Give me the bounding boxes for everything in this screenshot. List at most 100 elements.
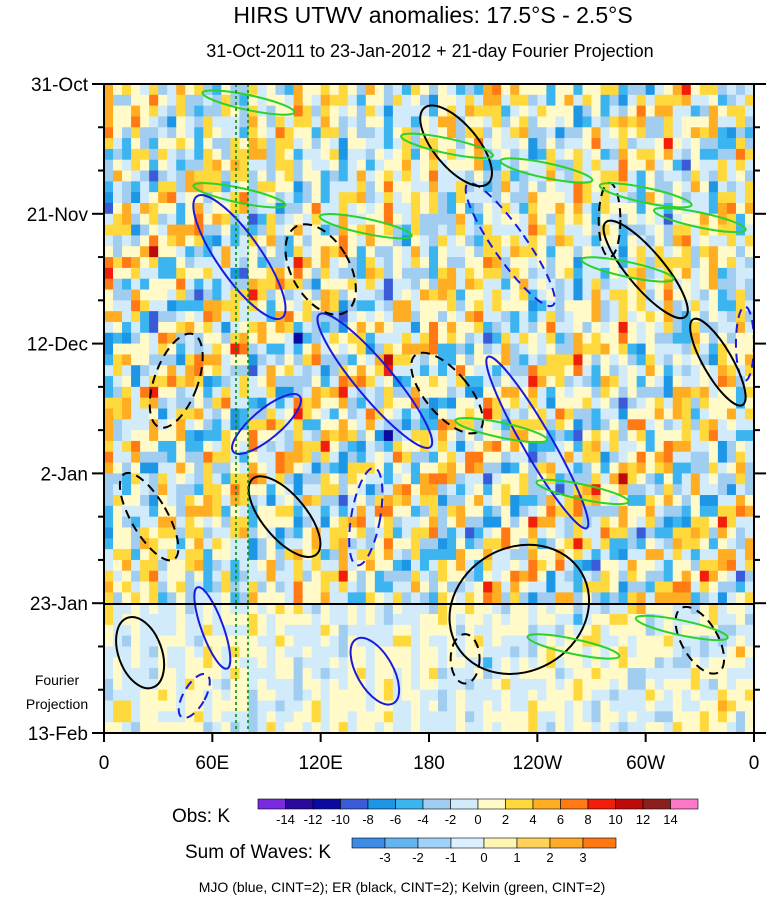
anomaly-cell: [654, 473, 665, 485]
anomaly-cell: [726, 127, 737, 139]
anomaly-cell: [717, 549, 728, 561]
anomaly-cell: [483, 678, 493, 691]
anomaly-cell: [401, 419, 412, 431]
anomaly-cell: [248, 213, 259, 226]
anomaly-cell: [158, 246, 168, 258]
anomaly-cell: [645, 505, 656, 518]
anomaly-cell: [194, 689, 204, 702]
anomaly-cell: [636, 559, 647, 572]
anomaly-cell: [221, 354, 231, 366]
anomaly-cell: [392, 321, 403, 334]
anomaly-cell: [122, 700, 132, 712]
anomaly-cell: [636, 116, 647, 128]
anomaly-cell: [374, 105, 385, 118]
anomaly-cell: [447, 376, 457, 388]
colorbar-swatch: [477, 798, 506, 810]
anomaly-cell: [356, 354, 367, 366]
anomaly-cell: [618, 257, 629, 269]
anomaly-cell: [600, 289, 611, 301]
anomaly-cell: [663, 722, 674, 733]
anomaly-cell: [293, 332, 304, 345]
anomaly-cell: [221, 559, 231, 572]
anomaly-cell: [338, 354, 349, 366]
anomaly-cell: [338, 505, 349, 518]
anomaly-cell: [717, 495, 728, 507]
anomaly-cell: [320, 408, 331, 420]
anomaly-cell: [699, 527, 710, 539]
anomaly-cell: [429, 538, 439, 550]
anomaly-cell: [275, 711, 286, 723]
anomaly-cell: [293, 278, 304, 291]
anomaly-cell: [609, 451, 620, 464]
anomaly-cell: [275, 170, 286, 182]
anomaly-cell: [627, 678, 638, 691]
anomaly-cell: [492, 257, 502, 269]
anomaly-cell: [185, 159, 195, 172]
anomaly-cell: [284, 365, 295, 377]
anomaly-cell: [320, 689, 331, 702]
anomaly-cell: [645, 668, 656, 680]
anomaly-cell: [212, 408, 222, 420]
anomaly-cell: [356, 170, 367, 182]
anomaly-cell: [410, 94, 421, 107]
colorbar-swatch: [549, 837, 584, 849]
anomaly-cell: [429, 84, 439, 96]
anomaly-cell: [447, 116, 457, 128]
anomaly-cell: [564, 105, 575, 118]
anomaly-cell: [708, 116, 719, 128]
anomaly-cell: [681, 689, 692, 702]
anomaly-cell: [239, 668, 250, 680]
anomaly-cell: [429, 365, 439, 377]
anomaly-cell: [365, 711, 376, 723]
anomaly-cell: [438, 235, 448, 247]
anomaly-cell: [501, 397, 511, 410]
anomaly-cell: [609, 624, 620, 637]
anomaly-cell: [158, 419, 168, 431]
anomaly-cell: [627, 527, 638, 539]
anomaly-cell: [113, 538, 123, 550]
anomaly-cell: [699, 408, 710, 420]
mjo-contour: [485, 355, 590, 530]
anomaly-cell: [185, 332, 195, 345]
anomaly-cell: [140, 127, 150, 139]
anomaly-cell: [176, 614, 186, 626]
anomaly-cell: [104, 657, 114, 669]
anomaly-cell: [275, 181, 286, 193]
anomaly-cell: [438, 300, 448, 312]
anomaly-cell: [203, 603, 213, 615]
anomaly-cell: [410, 138, 421, 150]
anomaly-cell: [302, 646, 313, 658]
anomaly-cell: [320, 343, 331, 356]
anomaly-cell: [212, 570, 222, 583]
anomaly-cell: [383, 559, 394, 572]
anomaly-cell: [501, 722, 511, 733]
anomaly-cell: [266, 678, 277, 691]
anomaly-cell: [383, 289, 394, 301]
anomaly-cell: [419, 311, 430, 323]
anomaly-cell: [158, 624, 168, 637]
anomaly-cell: [419, 202, 430, 215]
anomaly-cell: [149, 202, 159, 215]
anomaly-cell: [320, 138, 331, 150]
anomaly-cell: [555, 603, 566, 615]
anomaly-cell: [735, 386, 746, 399]
anomaly-cell: [546, 419, 556, 431]
anomaly-cell: [492, 289, 502, 301]
anomaly-cell: [690, 170, 701, 182]
anomaly-cell: [726, 505, 737, 518]
anomaly-cell: [374, 138, 385, 150]
anomaly-cell: [726, 700, 737, 712]
anomaly-cell: [374, 495, 385, 507]
anomaly-cell: [149, 397, 159, 410]
anomaly-cell: [338, 376, 349, 388]
anomaly-cell: [347, 603, 358, 615]
anomaly-cell: [609, 365, 620, 377]
anomaly-cell: [582, 84, 593, 96]
colorbar-tick-label: 8: [584, 812, 591, 827]
anomaly-cell: [564, 473, 575, 485]
anomaly-cell: [230, 700, 241, 712]
anomaly-cell: [356, 159, 367, 172]
anomaly-cell: [600, 332, 611, 345]
anomaly-cell: [356, 440, 367, 453]
anomaly-cell: [194, 84, 204, 96]
